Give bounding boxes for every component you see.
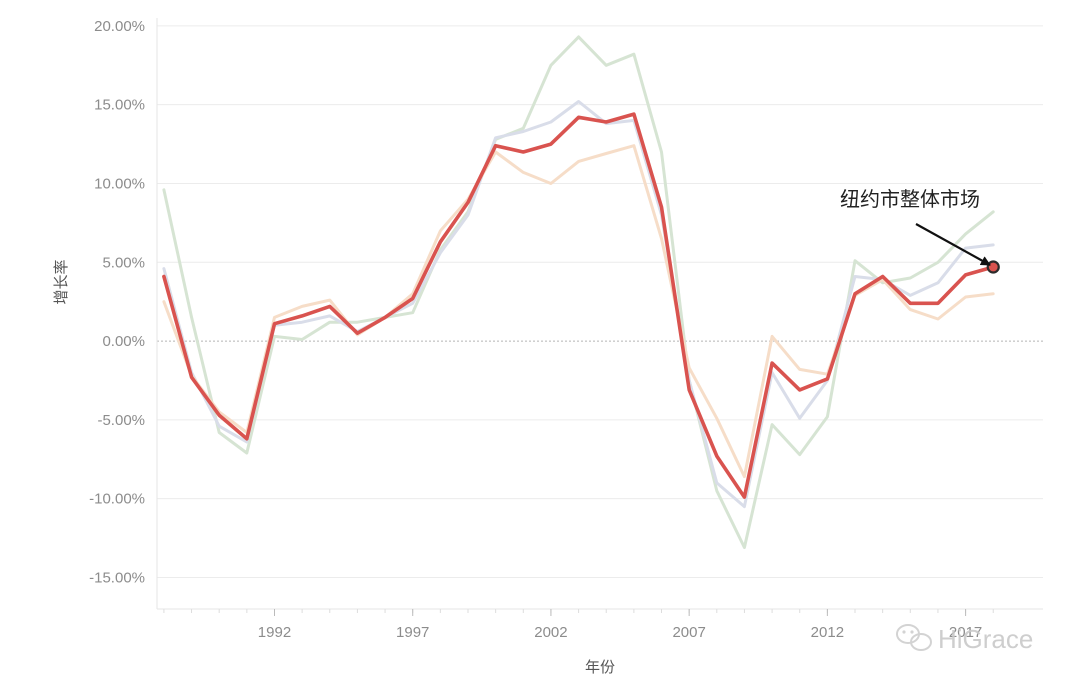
x-tick-label: 1992 bbox=[258, 624, 291, 641]
x-tick-label: 2012 bbox=[811, 624, 844, 641]
series-line-2 bbox=[162, 100, 995, 509]
gridlines bbox=[157, 25, 1043, 578]
series-line-1 bbox=[162, 35, 995, 549]
y-tick-label: -5.00% bbox=[97, 412, 145, 429]
x-tick-label: 2002 bbox=[534, 624, 567, 641]
series-lines bbox=[162, 35, 1000, 549]
watermark: HiGrace bbox=[896, 624, 1033, 654]
y-tick-label: 20.00% bbox=[94, 18, 145, 35]
watermark-text: HiGrace bbox=[938, 624, 1033, 654]
highlight-point bbox=[986, 260, 1000, 274]
y-tick-label: -10.00% bbox=[89, 491, 145, 508]
annotation-layer: 纽约市整体市场 bbox=[840, 187, 991, 266]
axes: 20.00% 15.00% 10.00% 5.00% 0.00% -5.00% -10.00… bbox=[89, 18, 1043, 641]
y-tick-label: -15.00% bbox=[89, 569, 145, 586]
x-tick-label: 2017 bbox=[949, 624, 982, 641]
x-axis-title: 年份 bbox=[585, 658, 615, 676]
x-tick-label: 2007 bbox=[672, 624, 705, 641]
y-axis-title: 增长率 bbox=[52, 259, 70, 304]
annotation-label: 纽约市整体市场 bbox=[840, 187, 980, 211]
annotation-arrow bbox=[915, 223, 991, 266]
y-tick-label: 15.00% bbox=[94, 97, 145, 114]
wechat-icon bbox=[896, 624, 932, 651]
x-tick-label: 1997 bbox=[396, 624, 429, 641]
y-tick-label: 10.00% bbox=[94, 175, 145, 192]
series-line-highlight bbox=[162, 112, 996, 499]
y-tick-label: 5.00% bbox=[102, 254, 145, 271]
y-tick-label: 0.00% bbox=[102, 333, 145, 350]
